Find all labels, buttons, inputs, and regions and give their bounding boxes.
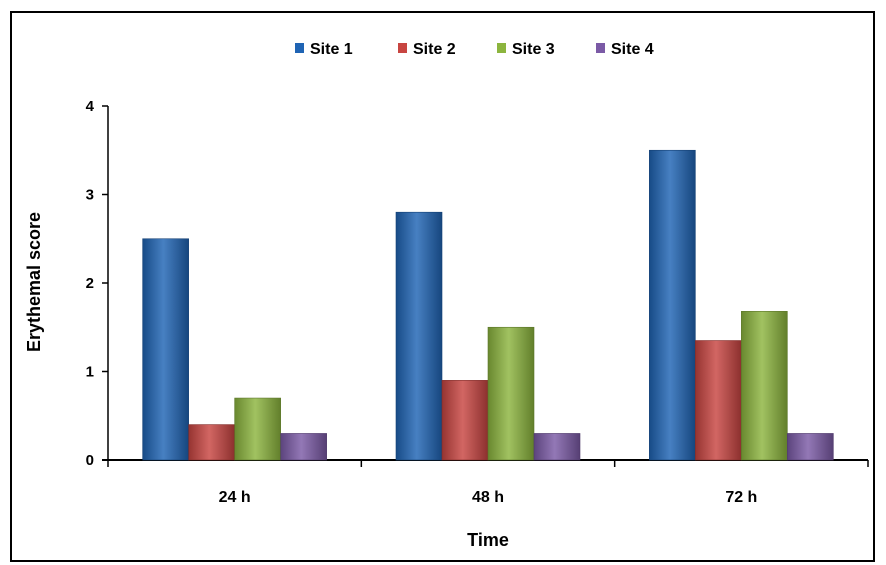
x-tick-label: 72 h: [725, 489, 757, 506]
bar-site-3-24h: [234, 397, 281, 461]
legend-item-site-3: Site 3: [497, 41, 555, 58]
bar-site-3-48h: [487, 326, 535, 461]
y-tick-label: 2: [86, 275, 94, 292]
bar-site-4-24h: [280, 433, 327, 461]
y-tick-label: 4: [86, 98, 95, 115]
bar-site-1-24h: [142, 238, 189, 461]
legend-label: Site 4: [611, 41, 654, 58]
legend-label: Site 2: [413, 41, 456, 58]
y-tick-label: 3: [86, 187, 94, 204]
legend-swatch: [398, 43, 407, 53]
x-tick-label: 24 h: [219, 489, 251, 506]
y-tick-label: 1: [86, 364, 94, 381]
bar-site-2-72h: [695, 340, 742, 461]
bar-site-1-48h: [395, 211, 443, 461]
bar-site-1-72h: [649, 149, 696, 461]
bar-site-2-48h: [441, 380, 489, 461]
bar-site-4-72h: [787, 433, 834, 461]
x-axis: 24 h 48 h 72 h: [102, 459, 869, 506]
legend-item-site-1: Site 1: [295, 41, 353, 58]
bar-site-3-72h: [741, 311, 788, 461]
y-tick-label: 0: [86, 452, 94, 469]
legend: Site 1 Site 2 Site 3 Site 4: [295, 41, 654, 58]
legend-label: Site 3: [512, 41, 555, 58]
x-tick-label: 48 h: [472, 489, 504, 506]
legend-swatch: [295, 43, 304, 53]
bar-site-4-48h: [533, 433, 581, 461]
legend-item-site-2: Site 2: [398, 41, 456, 58]
legend-item-site-4: Site 4: [596, 41, 654, 58]
legend-swatch: [596, 43, 605, 53]
legend-swatch: [497, 43, 506, 53]
bar-site-2-24h: [188, 424, 235, 461]
legend-label: Site 1: [310, 41, 353, 58]
y-axis: 0 1 2 3 4: [86, 98, 109, 469]
x-axis-title: Time: [467, 530, 509, 550]
bars: [142, 149, 834, 461]
y-axis-title: Erythemal score: [24, 212, 44, 352]
